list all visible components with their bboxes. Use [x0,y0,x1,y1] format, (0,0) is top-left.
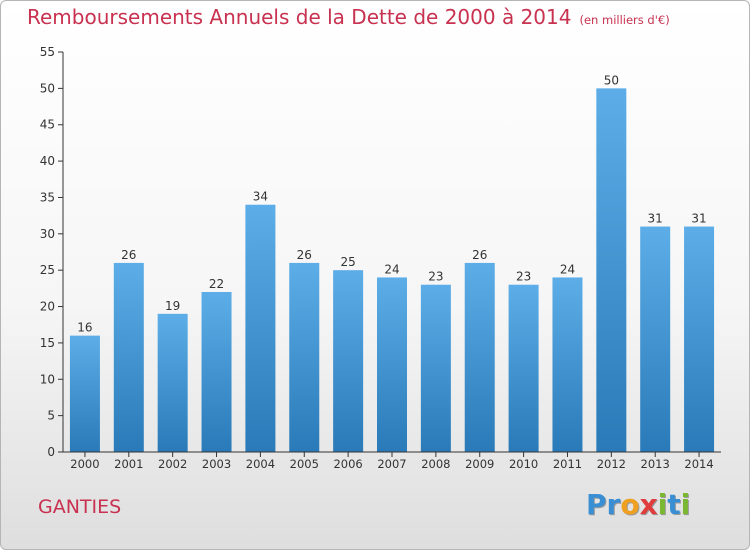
brand-logo-letter: o [620,488,640,521]
bar [201,292,232,452]
brand-logo-letter: x [639,488,658,521]
y-tick-label: 40 [40,154,55,168]
x-tick-label: 2012 [597,457,626,471]
brand-logo-letter: t [667,488,681,521]
data-label: 23 [516,270,531,284]
brand-logo-letter: i [680,488,691,521]
commune-name: GANTIES [38,496,122,518]
chart-title: Remboursements Annuels de la Dette de 20… [27,5,572,29]
data-label: 31 [648,212,663,226]
x-tick-label: 2014 [684,457,713,471]
bar [684,226,715,452]
y-tick-label: 25 [40,263,55,277]
bar [508,284,539,452]
x-tick-label: 2011 [553,457,582,471]
bars: 16 26 19 22 34 26 25 24 23 26 23 24 50 31 31 [69,73,715,452]
title-line: Remboursements Annuels de la Dette de 20… [27,5,670,29]
x-tick-label: 2000 [70,457,99,471]
x-tick-label: 2009 [465,457,494,471]
x-axis: 2000 2001 2002 2003 2004 2005 2006 2007 2008 2009… [63,451,721,471]
y-tick-label: 5 [47,409,55,423]
data-label: 22 [209,277,224,291]
bar [157,313,188,452]
x-tick-label: 2010 [509,457,538,471]
y-tick-label: 50 [40,81,55,95]
brand-logo-letter: P [586,488,607,521]
bar [552,277,583,452]
x-tick-label: 2013 [641,457,670,471]
data-label: 31 [691,212,706,226]
bar [289,262,320,452]
data-label: 23 [428,270,443,284]
data-label: 16 [77,321,92,335]
data-label: 24 [560,262,575,276]
data-label: 26 [472,248,487,262]
bar [640,226,671,452]
data-label: 26 [297,248,312,262]
brand-logo-letter: r [606,488,621,521]
y-tick-label: 55 [40,45,55,59]
x-tick-label: 2006 [333,457,362,471]
y-tick-label: 45 [40,118,55,132]
bar [596,88,627,452]
data-label: 50 [604,73,619,87]
bar [377,277,407,452]
y-tick-label: 0 [47,445,55,459]
x-tick-label: 2002 [158,457,187,471]
bar [333,270,364,452]
chart-subtitle: (en milliers d'€) [579,13,670,27]
x-tick-label: 2003 [202,457,231,471]
x-tick-label: 2005 [290,457,319,471]
brand-logo-letter: i [657,488,668,521]
y-tick-label: 10 [40,372,55,386]
x-tick-label: 2008 [421,457,450,471]
bar [113,262,144,452]
data-label: 24 [384,262,399,276]
y-tick-label: 30 [40,227,55,241]
bar [245,204,276,452]
data-label: 19 [165,299,180,313]
data-label: 26 [121,248,136,262]
x-tick-label: 2004 [246,457,275,471]
brand-logo: Proxiti [586,488,690,521]
bar [420,284,451,452]
y-tick-label: 15 [40,336,55,350]
bar [464,262,495,452]
data-label: 34 [253,190,268,204]
bar [69,335,100,452]
y-tick-label: 20 [40,300,55,314]
x-tick-label: 2007 [377,457,406,471]
y-tick-label: 35 [40,190,55,204]
y-axis: 0 5 10 15 20 25 30 35 40 45 50 55 [40,45,64,459]
x-tick-label: 2001 [114,457,143,471]
data-label: 25 [340,255,355,269]
